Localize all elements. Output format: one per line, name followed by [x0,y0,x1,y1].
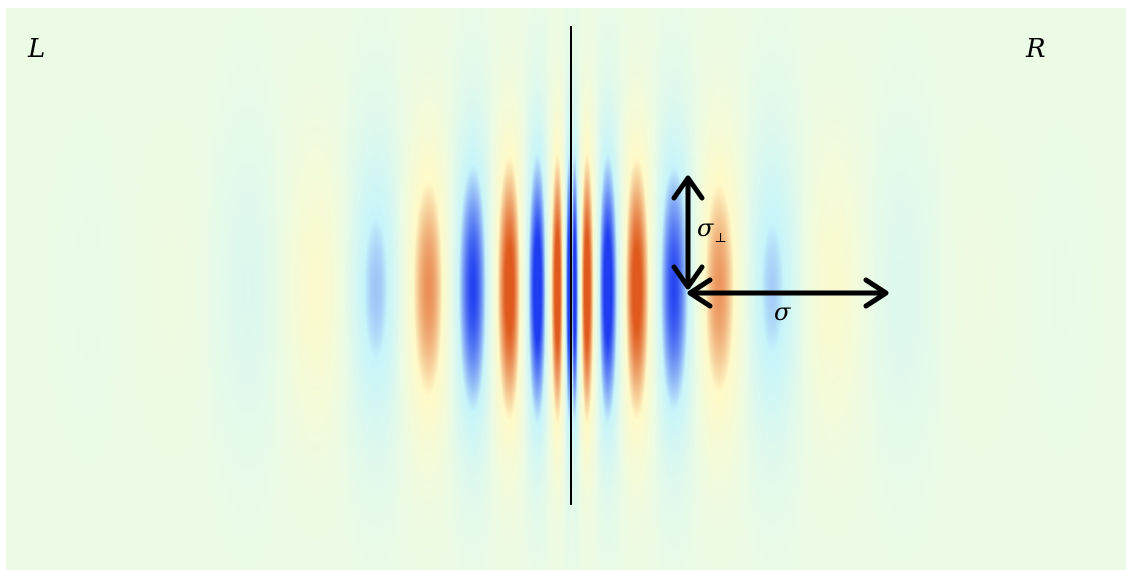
sigma-label: σ [774,298,791,326]
wave-field-heatmap [6,8,1126,570]
sigma-perp-label: σ⊥ [697,214,727,246]
sigma-perp-subscript: ⊥ [714,231,727,246]
sigma-arrow [687,277,889,309]
left-region-label: L [28,34,46,64]
sigma-perp-symbol: σ [697,214,714,242]
right-region-label: R [1026,34,1046,64]
sigma-perp-arrow [671,175,705,290]
